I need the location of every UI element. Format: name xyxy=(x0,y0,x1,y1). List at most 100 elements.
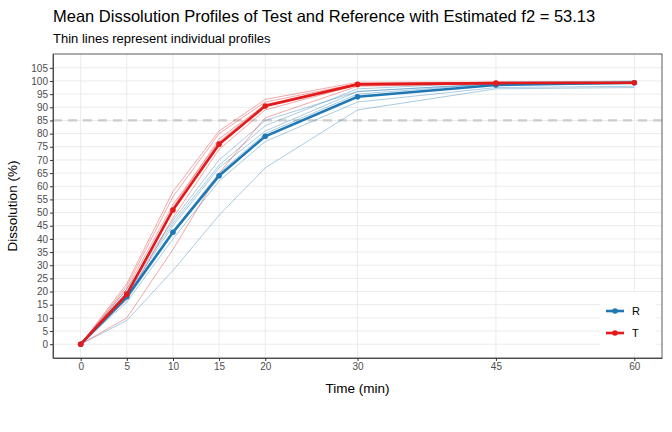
x-tick: 0 xyxy=(78,358,84,372)
y-tick-label: 70 xyxy=(37,155,49,166)
individual-line xyxy=(81,82,635,344)
mean-point xyxy=(493,80,499,86)
y-tick-mark xyxy=(50,252,53,253)
y-axis-line xyxy=(53,55,54,359)
x-tick-label: 45 xyxy=(491,361,503,372)
individual-line xyxy=(81,82,635,344)
y-tick-mark xyxy=(50,305,53,306)
individual-line xyxy=(81,84,635,345)
y-tick-label: 35 xyxy=(37,247,49,258)
x-tick-label: 20 xyxy=(260,361,272,372)
y-tick: 35 xyxy=(37,247,53,258)
y-tick: 0 xyxy=(42,339,53,350)
y-tick-label: 95 xyxy=(37,89,49,100)
grid-line-x xyxy=(80,54,81,358)
grid-line-x xyxy=(219,54,220,358)
mean-point xyxy=(170,207,176,213)
y-axis: 0 5 10 15 20 25 30 35 40 45 50 55 60 65 70 75 80 85 90 95 10… xyxy=(31,55,53,359)
plot-frame xyxy=(53,54,662,358)
individual-line xyxy=(81,82,635,344)
y-tick: 30 xyxy=(37,260,53,271)
mean-point xyxy=(632,80,638,86)
mean-point xyxy=(78,341,84,347)
plot-background xyxy=(53,54,662,358)
y-tick-label: 40 xyxy=(37,234,49,245)
y-tick-mark xyxy=(50,213,53,214)
y-tick: 80 xyxy=(37,128,53,139)
mean-point xyxy=(216,141,222,147)
individual-line xyxy=(81,81,635,344)
y-tick: 75 xyxy=(37,141,53,152)
y-tick-label: 85 xyxy=(37,115,49,126)
x-tick-label: 5 xyxy=(125,361,131,372)
mean-point xyxy=(262,133,268,139)
y-tick: 10 xyxy=(37,313,53,324)
mean-point xyxy=(170,230,176,236)
y-tick-label: 65 xyxy=(37,168,49,179)
individual-line xyxy=(81,82,635,344)
y-tick: 70 xyxy=(37,155,53,166)
x-tick: 5 xyxy=(125,358,131,372)
y-tick-label: 105 xyxy=(31,63,48,74)
y-tick-mark xyxy=(50,331,53,332)
x-tick-label: 30 xyxy=(352,361,364,372)
mean-point xyxy=(355,94,361,100)
grid-line-x xyxy=(126,54,127,358)
grid-line-x xyxy=(357,54,358,358)
subtitle: Thin lines represent individual profiles xyxy=(53,31,271,46)
y-tick: 50 xyxy=(37,207,53,218)
y-tick-mark xyxy=(50,292,53,293)
y-tick: 15 xyxy=(37,299,53,310)
grid xyxy=(53,54,662,358)
mean-line xyxy=(81,83,635,344)
chart: Mean Dissolution Profiles of Test and Re… xyxy=(0,0,672,432)
y-tick-label: 90 xyxy=(37,102,49,113)
mean-point xyxy=(78,341,84,347)
legend-label: R xyxy=(632,305,640,317)
y-tick-mark xyxy=(50,68,53,69)
y-tick-mark xyxy=(50,318,53,319)
y-tick-mark xyxy=(50,160,53,161)
x-tick: 15 xyxy=(214,358,226,372)
mean-point xyxy=(355,82,361,88)
title: Mean Dissolution Profiles of Test and Re… xyxy=(53,7,595,25)
y-tick: 95 xyxy=(37,89,53,100)
y-tick-mark xyxy=(50,265,53,266)
legend-marker xyxy=(612,308,618,314)
y-tick-label: 45 xyxy=(37,220,49,231)
y-tick-mark xyxy=(50,107,53,108)
mean-point xyxy=(124,291,130,297)
y-tick: 40 xyxy=(37,234,53,245)
mean-point xyxy=(262,103,268,109)
x-tick: 45 xyxy=(491,358,503,372)
y-tick-mark xyxy=(50,147,53,148)
y-tick: 20 xyxy=(37,286,53,297)
individual-line xyxy=(81,82,635,344)
y-tick: 60 xyxy=(37,181,53,192)
grid-line-y xyxy=(53,120,662,121)
x-axis: 05101520304560 xyxy=(54,358,663,372)
y-tick: 105 xyxy=(31,63,53,74)
x-axis-title: Time (min) xyxy=(326,381,390,396)
mean-point xyxy=(216,173,222,179)
y-tick-label: 55 xyxy=(37,194,49,205)
plot-area xyxy=(78,80,637,347)
reference-line xyxy=(53,119,662,121)
y-tick-label: 25 xyxy=(37,273,49,284)
y-tick-mark xyxy=(50,278,53,279)
y-tick: 25 xyxy=(37,273,53,284)
y-tick-label: 60 xyxy=(37,181,49,192)
y-tick-label: 75 xyxy=(37,141,49,152)
y-tick: 65 xyxy=(37,168,53,179)
y-axis-title: Dissolution (%) xyxy=(5,161,20,252)
grid-line-x xyxy=(495,54,496,358)
y-tick-label: 20 xyxy=(37,286,49,297)
legend-background xyxy=(600,292,656,352)
y-tick-mark xyxy=(50,173,53,174)
y-tick-mark xyxy=(50,226,53,227)
y-tick: 90 xyxy=(37,102,53,113)
x-tick-label: 10 xyxy=(168,361,180,372)
y-tick-label: 5 xyxy=(42,326,48,337)
legend: RT xyxy=(600,292,656,352)
y-tick-label: 0 xyxy=(42,339,48,350)
